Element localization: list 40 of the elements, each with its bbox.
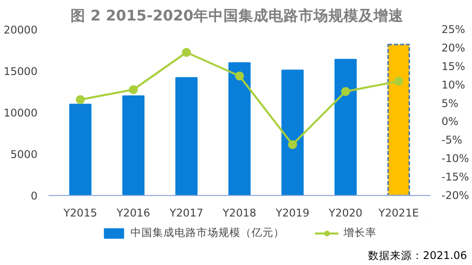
y2-tick-label: 0% bbox=[442, 115, 458, 128]
y2-tick-label: 10% bbox=[442, 78, 466, 92]
y2-tick-label: 15% bbox=[442, 60, 466, 73]
legend-label: 增长率 bbox=[344, 226, 376, 240]
y-tick-label: 5000 bbox=[10, 148, 38, 161]
bar bbox=[69, 104, 92, 196]
x-tick-label: Y2021E bbox=[377, 206, 420, 220]
point bbox=[182, 48, 191, 57]
bar bbox=[387, 44, 410, 196]
y-tick-label: 10000 bbox=[4, 106, 38, 120]
point bbox=[76, 95, 85, 104]
y-tick-label: 0 bbox=[30, 190, 38, 202]
bar bbox=[122, 95, 144, 196]
bar bbox=[228, 62, 251, 196]
chart-title: 图 2 2015-2020年中国集成电路市场规模及增速 bbox=[70, 6, 404, 24]
y-tick-label: 20000 bbox=[4, 24, 38, 36]
x-tick-label: Y2018 bbox=[222, 206, 257, 220]
source-note: 数据来源：2021.06 bbox=[368, 249, 467, 263]
y2-tick-label: -5% bbox=[442, 134, 462, 147]
y2-tick-label: -10% bbox=[442, 152, 470, 166]
bar bbox=[334, 58, 357, 196]
x-tick-label: Y2019 bbox=[274, 206, 310, 220]
x-tick-label: Y2016 bbox=[116, 206, 150, 220]
y2-tick-label: 20% bbox=[442, 41, 466, 54]
x-tick-label: Y2020 bbox=[328, 206, 363, 220]
point bbox=[341, 86, 350, 96]
point bbox=[128, 85, 138, 94]
bar bbox=[175, 77, 198, 196]
y2-tick-label: 25% bbox=[442, 23, 466, 36]
y2-tick-label: 5% bbox=[442, 96, 458, 110]
legend-label: 中国集成电路市场规模（亿元） bbox=[130, 226, 284, 240]
y-tick-label: 15000 bbox=[4, 65, 38, 78]
point bbox=[288, 140, 298, 150]
x-tick-label: Y2015 bbox=[62, 206, 98, 220]
x-tick-label: Y2017 bbox=[168, 206, 204, 220]
bar bbox=[281, 70, 304, 196]
point bbox=[394, 76, 404, 86]
y2-tick-label: -15% bbox=[442, 170, 470, 184]
y2-tick-label: -20% bbox=[442, 189, 470, 202]
point bbox=[235, 71, 244, 80]
